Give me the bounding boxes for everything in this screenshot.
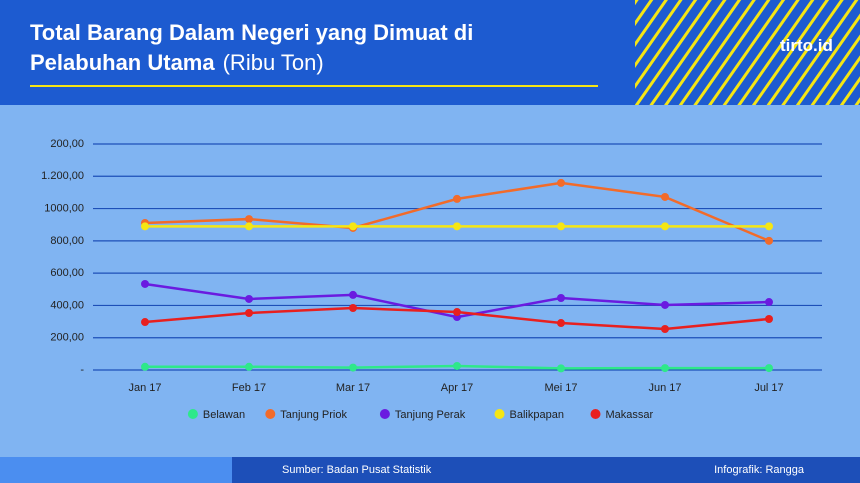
data-point [245, 309, 253, 318]
x-tick-label: Mar 17 [336, 382, 370, 394]
legend-label: Balikpapan [510, 409, 564, 421]
data-point [661, 364, 669, 373]
x-tick-label: Jul 17 [754, 382, 783, 394]
data-point [349, 222, 357, 231]
chart: - 200,00 400,00 600,00 800,00 1000,00 1.200,00… [41, 138, 822, 421]
x-tick-label: Mei 17 [544, 382, 577, 394]
data-point [141, 362, 149, 371]
stripes [635, 0, 860, 105]
x-tick-label: Feb 17 [232, 382, 266, 394]
y-tick-label: 1.200,00 [41, 170, 84, 182]
credit: Infografik: Rangga [714, 464, 804, 476]
logo: tirto.id [780, 36, 833, 55]
legend-marker [494, 409, 505, 419]
data-point [557, 178, 565, 187]
data-point [349, 363, 357, 372]
legend-label: Belawan [203, 409, 245, 421]
data-point [453, 361, 461, 370]
data-point [245, 222, 253, 231]
x-tick-label: Apr 17 [441, 382, 473, 394]
y-tick-label: 600,00 [50, 267, 84, 279]
legend-label: Makassar [606, 409, 654, 421]
series-line [144, 181, 770, 243]
data-point [453, 222, 461, 231]
data-point [765, 314, 773, 323]
data-point [349, 290, 357, 299]
data-point [245, 294, 253, 303]
legend-label: Tanjung Priok [280, 409, 347, 421]
data-point [661, 300, 669, 309]
data-point [765, 298, 773, 307]
chart-title: Total Barang Dalam Negeri yang Dimuat di… [30, 20, 474, 75]
data-point [141, 222, 149, 231]
legend-marker [590, 409, 601, 419]
header: Total Barang Dalam Negeri yang Dimuat di… [0, 0, 635, 105]
legend-marker [187, 409, 198, 419]
data-point [661, 192, 669, 201]
rule [30, 85, 598, 87]
legend-marker [379, 409, 390, 419]
x-tick-label: Jan 17 [128, 382, 161, 394]
data-point [245, 215, 253, 224]
data-point [141, 318, 149, 327]
data-point [245, 362, 253, 371]
data-point [453, 308, 461, 317]
footer-left [0, 457, 232, 483]
data-point [557, 364, 565, 373]
data-point [557, 294, 565, 303]
y-tick-label: 1000,00 [44, 202, 84, 214]
title: Total Barang Dalam Negeri yang Dimuat di… [30, 18, 530, 78]
subtitle: (Ribu Ton) [222, 50, 324, 75]
footer: Sumber: Badan Pusat Statistik Infografik… [232, 457, 860, 483]
data-point [661, 324, 669, 333]
data-point [765, 364, 773, 373]
data-point [557, 319, 565, 328]
legend-marker [265, 409, 276, 419]
data-point [141, 279, 149, 288]
y-tick-label: 800,00 [50, 235, 84, 247]
y-tick-label: - [80, 364, 84, 376]
y-tick-label: 400,00 [50, 299, 84, 311]
x-tick-label: Jun 17 [648, 382, 681, 394]
legend-label: Tanjung Perak [395, 409, 466, 421]
data-point [765, 222, 773, 231]
source: Sumber: Badan Pusat Statistik [282, 464, 432, 476]
y-tick-label: 200,00 [50, 138, 84, 150]
y-tick-label: 200,00 [50, 332, 84, 344]
data-point [661, 222, 669, 231]
data-point [453, 194, 461, 203]
data-point [557, 222, 565, 231]
data-point [765, 236, 773, 245]
data-point [349, 304, 357, 313]
